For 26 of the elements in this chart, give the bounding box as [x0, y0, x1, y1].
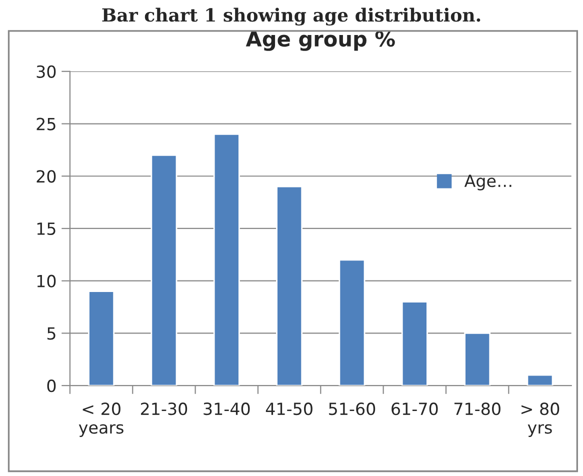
y-tick-label: 10 — [37, 274, 56, 288]
bar — [213, 134, 240, 386]
y-tick-label: 25 — [36, 118, 56, 130]
y-tick-label: 15 — [37, 222, 56, 236]
bar — [464, 332, 491, 386]
text: Bar chart 1 showing age distribution. — [102, 8, 480, 26]
x-tick-label: 31-40 — [204, 402, 250, 416]
chart-title: Age group % — [246, 30, 395, 51]
x-tick-label: 51-60 — [329, 402, 376, 416]
x-tick-label: < 20 years — [78, 402, 124, 438]
bar — [526, 374, 554, 386]
y-tick-label: 20 — [36, 170, 56, 183]
x-tick-label: > 80 yrs — [522, 402, 560, 438]
y-tick-label: 30 — [36, 65, 56, 78]
bar — [401, 301, 428, 386]
y-tick-label: 0 — [47, 380, 56, 392]
bar — [150, 154, 178, 386]
bar — [276, 186, 303, 386]
bar — [338, 259, 366, 386]
x-tick-label: 41-50 — [266, 402, 312, 416]
y-tick-label: 5 — [47, 327, 56, 340]
x-tick-label: 71-80 — [454, 402, 500, 416]
legend-label: Age… — [464, 174, 512, 190]
x-tick-label: 61-70 — [392, 402, 438, 416]
bar — [88, 290, 115, 386]
x-tick-label: 21-30 — [140, 402, 188, 416]
